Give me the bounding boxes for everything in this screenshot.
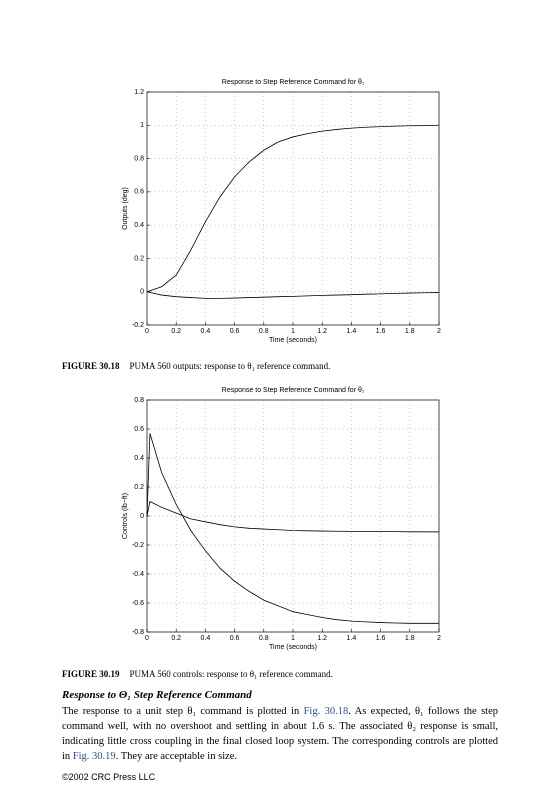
x-axis-label: Time (seconds) — [269, 644, 317, 651]
x-tick-label: 1.2 — [317, 328, 327, 335]
x-tick-label: 0.2 — [171, 635, 181, 642]
y-tick-label: 0 — [140, 289, 144, 296]
chart-title: Response to Step Reference Command for θ… — [222, 387, 365, 394]
y-tick-label: -0.8 — [132, 629, 144, 636]
x-tick-label: 2 — [437, 635, 441, 642]
caption: FIGURE 30.18 PUMA 560 outputs: response t… — [62, 361, 330, 371]
y-tick-label: -0.2 — [132, 542, 144, 549]
x-tick-label: 0.6 — [230, 328, 240, 335]
chart-title: Response to Step Reference Command for θ… — [222, 79, 365, 86]
y-axis-label: Outputs (deg) — [122, 187, 129, 230]
x-tick-label: 0 — [145, 328, 149, 335]
x-tick-label: 0.2 — [171, 328, 181, 335]
y-tick-label: 1.2 — [134, 89, 144, 96]
y-tick-label: 0.4 — [134, 455, 144, 462]
caption-text: PUMA 560 outputs: response to θ₁ referen… — [129, 361, 331, 371]
y-tick-label: 0.2 — [134, 484, 144, 491]
paragraph: The response to a unit step θ₁ command i… — [62, 704, 498, 764]
x-tick-label: 0.8 — [259, 635, 269, 642]
y-tick-label: -0.6 — [132, 600, 144, 607]
y-tick-label: 0.6 — [134, 426, 144, 433]
caption: FIGURE 30.19 PUMA 560 controls: response … — [62, 669, 333, 679]
section-heading: Response to Θ₁ Step Reference Command — [62, 689, 252, 701]
y-tick-label: 1 — [140, 122, 144, 129]
y-tick-label: 0.6 — [134, 189, 144, 196]
y-tick-label: 0.4 — [134, 222, 144, 229]
line-series — [146, 291, 440, 299]
x-tick-label: 0.4 — [201, 635, 211, 642]
x-tick-label: 1.2 — [317, 635, 327, 642]
x-tick-label: 0.8 — [259, 328, 269, 335]
text: . They are acceptable in size. — [115, 751, 238, 762]
y-axis-label: Controls (lb−ft) — [122, 493, 129, 539]
y-tick-label: 0 — [140, 513, 144, 520]
link[interactable]: Fig. 30.19 — [72, 751, 116, 762]
plot-frame — [146, 91, 440, 326]
x-tick-label: 0.4 — [201, 328, 211, 335]
y-tick-label: 0.2 — [134, 255, 144, 262]
x-tick-label: 1.8 — [405, 635, 415, 642]
line-series — [146, 124, 440, 293]
x-tick-label: 1.6 — [376, 635, 386, 642]
x-tick-label: 0.6 — [230, 635, 240, 642]
x-axis-label: Time (seconds) — [269, 337, 317, 344]
text: . As expected, θ₁ follows the step comma… — [62, 706, 498, 762]
x-tick-label: 1.8 — [405, 328, 415, 335]
y-tick-label: -0.4 — [132, 571, 144, 578]
line-series — [146, 500, 440, 533]
line-series — [146, 433, 439, 624]
x-tick-label: 1.4 — [347, 328, 357, 335]
link[interactable]: Fig. 30.18 — [303, 706, 349, 717]
x-tick-label: 1.6 — [376, 328, 386, 335]
x-tick-label: 1 — [291, 328, 295, 335]
footer: ©2002 CRC Press LLC — [62, 772, 156, 782]
x-tick-label: 2 — [437, 328, 441, 335]
x-tick-label: 1.4 — [347, 635, 357, 642]
y-tick-label: 0.8 — [134, 397, 144, 404]
x-tick-label: 0 — [145, 635, 149, 642]
caption-label: FIGURE 30.18 — [62, 361, 120, 371]
caption-label: FIGURE 30.19 — [62, 669, 120, 679]
y-tick-label: 0.8 — [134, 155, 144, 162]
y-tick-label: -0.2 — [132, 322, 144, 329]
caption-text: PUMA 560 controls: response to θ₁ refere… — [129, 669, 333, 679]
text: The response to a unit step θ₁ command i… — [62, 706, 304, 717]
x-tick-label: 1 — [291, 635, 295, 642]
